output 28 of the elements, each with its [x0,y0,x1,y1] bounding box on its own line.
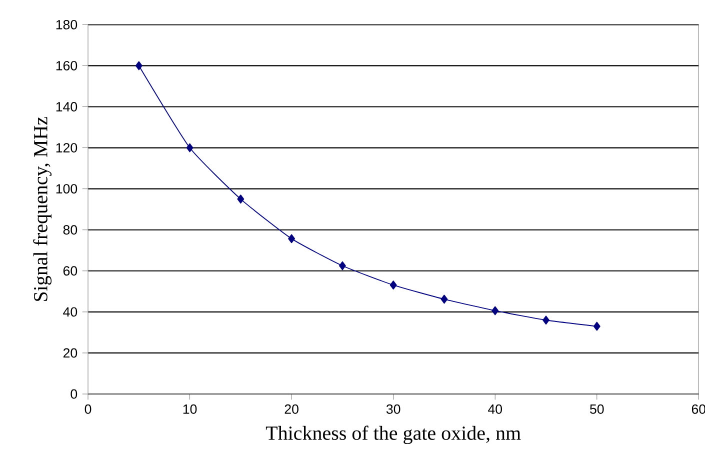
y-tick-label: 60 [63,266,78,276]
point [237,194,244,204]
x-tick-label: 0 [84,404,92,414]
x-axis-title: Thickness of the gate oxide, nm [266,426,521,444]
y-tick-label: 160 [56,60,78,70]
point [390,280,397,290]
point [288,234,296,244]
y-tick-label: 140 [56,102,78,112]
y-tick-label: 120 [56,143,78,152]
x-tick-label: 50 [590,404,604,414]
point [135,61,142,70]
point [542,316,550,325]
y-tick-label: 40 [63,307,78,317]
x-tick-label: 40 [488,404,502,414]
x-tick-label: 30 [386,404,400,414]
y-tick-label: 20 [63,348,78,358]
point [338,261,346,270]
x-tick-label: 20 [284,404,298,414]
x-tick-label: 10 [183,404,197,414]
point [186,143,194,152]
y-tick-label: 80 [63,225,78,235]
y-tick-label: 180 [56,20,78,30]
y-tick-label: 0 [70,389,78,399]
point [440,294,448,304]
point [593,322,600,331]
y-tick-label: 100 [56,184,78,194]
point [492,306,499,316]
y-axis-title: Signal frequency, MHz [33,116,52,301]
